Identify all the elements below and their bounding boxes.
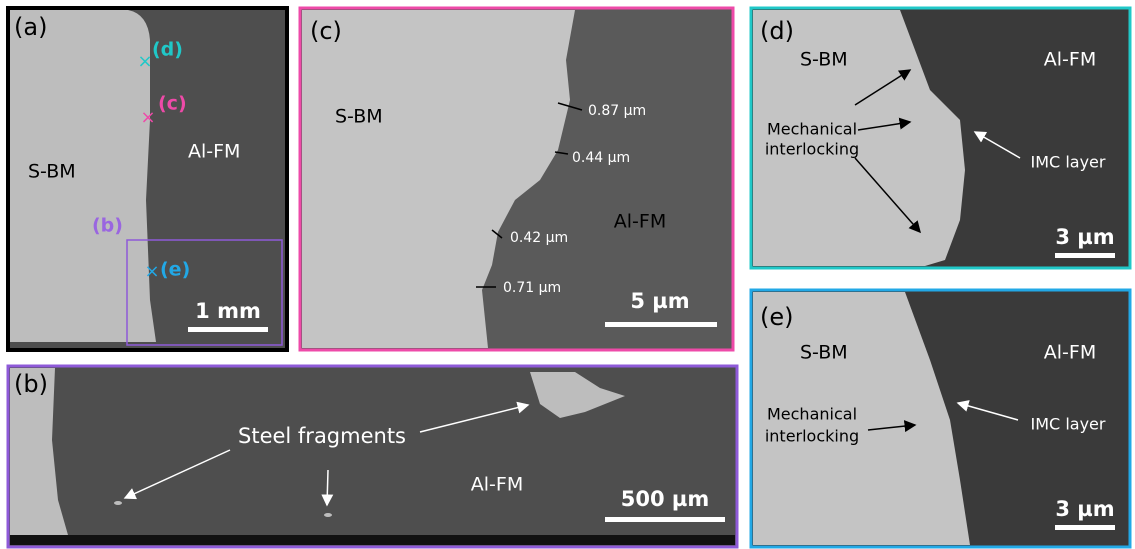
measurement: 0.42 µm [510, 230, 568, 246]
interlock-line: Mechanical [767, 120, 857, 139]
scale-label: 3 µm [1055, 497, 1114, 521]
steel-fragment [114, 501, 122, 505]
steel-fragment [324, 513, 332, 517]
scale-label: 1 mm [195, 299, 261, 323]
scale-bar [605, 322, 717, 327]
panel-label: (b) [14, 370, 48, 398]
measurement: 0.44 µm [572, 150, 630, 166]
sbm-label: S-BM [28, 161, 76, 183]
marker-label: (c) [158, 93, 187, 115]
imc-label: IMC layer [1031, 415, 1106, 434]
panel-label: (c) [310, 17, 342, 45]
panel-label: (e) [760, 303, 794, 331]
interlock-line: Mechanical [767, 405, 857, 424]
alfm-label: Al-FM [188, 141, 240, 163]
scale-bar [605, 517, 725, 522]
alfm-label: Al-FM [614, 211, 666, 233]
arrow [327, 470, 328, 505]
bottom-edge [10, 535, 735, 545]
scale-bar [188, 327, 268, 332]
sbm-label: S-BM [800, 342, 848, 364]
sbm-label: S-BM [335, 106, 383, 128]
sbm-label: S-BM [800, 49, 848, 71]
scale-label: 5 µm [630, 289, 689, 313]
panel-d: (d) S-BM Al-FM Mechanical interlocking I… [751, 8, 1130, 268]
measurement: 0.71 µm [503, 280, 561, 296]
marker-x: × [144, 261, 159, 282]
alfm-label: Al-FM [471, 474, 523, 496]
scale-bar [1055, 253, 1115, 258]
marker-label: (b) [92, 215, 123, 237]
scale-bar [1055, 525, 1115, 530]
scale-label: 500 µm [621, 487, 709, 511]
interlock-line: interlocking [765, 427, 859, 446]
panel-c: (c) S-BM Al-FM 0.87 µm 0.44 µm 0.42 µm 0… [300, 8, 733, 350]
scale-label: 3 µm [1055, 225, 1114, 249]
panel-b: (b) Steel fragments Al-FM 500 µm [8, 366, 737, 547]
panel-label: (d) [760, 17, 794, 45]
alfm-label: Al-FM [1044, 49, 1096, 71]
marker-label: (e) [160, 259, 190, 281]
imc-label: IMC layer [1031, 153, 1106, 172]
interlock-line: interlocking [765, 140, 859, 159]
marker-label: (d) [152, 39, 183, 61]
alfm-label: Al-FM [1044, 342, 1096, 364]
panel-e: (e) S-BM Al-FM Mechanical interlocking I… [751, 290, 1130, 547]
panel-label: (a) [14, 13, 47, 41]
marker-x: × [140, 107, 155, 128]
fragments-label: Steel fragments [238, 424, 406, 448]
marker-x: × [137, 51, 152, 72]
figure: (a) S-BM Al-FM × (d) × (c) (b) × (e) 1 m… [0, 0, 1135, 549]
panel-a: (a) S-BM Al-FM × (d) × (c) (b) × (e) 1 m… [8, 8, 287, 350]
measurement: 0.87 µm [588, 103, 646, 119]
